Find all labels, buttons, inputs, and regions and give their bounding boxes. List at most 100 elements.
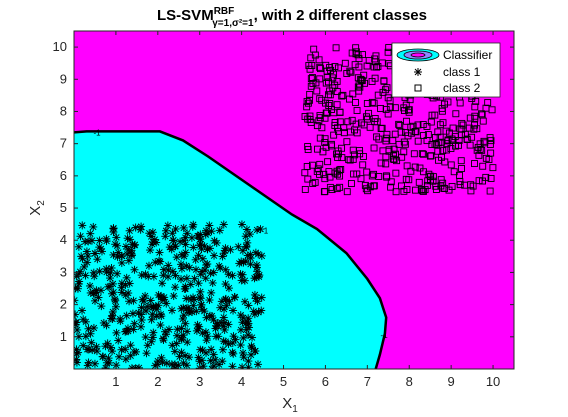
class1-point <box>253 360 262 369</box>
x-tick-label: 2 <box>154 374 161 389</box>
class1-point <box>246 250 255 259</box>
class2-point <box>308 161 316 169</box>
class1-point <box>229 306 238 315</box>
class1-point <box>228 271 237 280</box>
class2-point <box>419 121 427 128</box>
class1-point <box>95 267 104 276</box>
class2-point <box>310 45 318 53</box>
class1-point <box>131 364 140 369</box>
legend-item-classifier: Classifier <box>396 48 492 62</box>
class2-point <box>370 182 378 190</box>
class1-point <box>218 252 227 261</box>
class2-point <box>423 181 431 189</box>
class1-point <box>257 293 266 302</box>
class2-point <box>392 188 400 196</box>
class1-point <box>254 308 263 317</box>
class2-point <box>476 145 484 153</box>
class2-point <box>404 132 412 140</box>
class2-point <box>396 122 404 130</box>
class2-point <box>363 62 371 70</box>
class1-point <box>91 288 100 297</box>
class1-point <box>90 272 99 281</box>
class2-point <box>426 173 434 181</box>
class1-point <box>146 246 155 255</box>
class2-point <box>436 133 444 141</box>
y-tick-label: 3 <box>60 264 67 279</box>
x-tick: 6 <box>322 31 329 389</box>
class2-point <box>370 144 378 152</box>
class1-point <box>182 274 191 283</box>
class1-point <box>239 333 248 342</box>
x-tick: 10 <box>486 31 500 389</box>
class1-point <box>171 224 180 233</box>
class1-point <box>237 276 246 285</box>
boundary-labels: -1 -1 -1 <box>93 128 388 340</box>
class1-point <box>179 223 188 232</box>
class1-point <box>126 351 135 360</box>
class2-point <box>353 129 361 137</box>
class2-point <box>407 167 415 175</box>
class2-point <box>384 94 392 102</box>
y-tick-label: 8 <box>60 103 67 118</box>
class2-point <box>313 87 321 95</box>
class2-point <box>431 111 439 119</box>
class1-point <box>128 309 137 318</box>
class2-point <box>309 180 317 187</box>
class1-point <box>97 247 106 256</box>
title-subscript: γ=1,σ²=1 <box>212 18 254 29</box>
class2-point <box>323 74 331 81</box>
class2-point <box>480 137 488 145</box>
class1-point <box>87 338 96 347</box>
class1-point <box>141 291 150 300</box>
class1-point <box>75 277 84 286</box>
class2-point <box>455 141 462 149</box>
class2-point <box>340 124 348 132</box>
class1-point <box>125 279 134 288</box>
class2-point <box>306 90 314 98</box>
class2-point <box>390 145 398 153</box>
class2-point <box>427 152 435 160</box>
class2-point <box>336 109 344 116</box>
class1-point <box>173 325 182 334</box>
class2-point <box>338 92 346 100</box>
class1-point <box>163 221 172 230</box>
class2-point <box>471 160 478 168</box>
y-tick-label: 6 <box>60 168 67 183</box>
class2-point <box>423 123 431 130</box>
class1-point <box>222 301 231 310</box>
class1-point <box>116 315 125 324</box>
class1-point <box>203 260 212 269</box>
class2-point <box>486 187 494 195</box>
class2-point <box>390 156 398 163</box>
class2-point <box>317 65 324 73</box>
class1-point <box>177 264 186 273</box>
class1-point <box>168 267 177 276</box>
class1-point <box>215 226 224 235</box>
class2-point <box>434 147 442 155</box>
class2-point <box>337 165 345 173</box>
class2-point <box>447 145 455 152</box>
class1-point <box>139 297 148 306</box>
class2-point <box>405 108 413 116</box>
class1-point <box>181 319 190 328</box>
y-tick: 4 <box>60 232 514 247</box>
x-tick: 2 <box>154 31 161 389</box>
class2-point <box>357 119 365 127</box>
class2-point <box>363 100 371 107</box>
y-tick-label: 5 <box>60 200 67 215</box>
class2-point <box>444 136 452 144</box>
class2-point <box>303 97 311 105</box>
class2-point <box>384 110 392 118</box>
class1-point <box>238 270 247 279</box>
class1-point <box>244 323 253 332</box>
x-tick-label: 6 <box>322 374 329 389</box>
class1-point <box>182 261 191 270</box>
x-tick: 7 <box>364 31 371 389</box>
class2-point <box>414 137 422 145</box>
class1-point <box>236 325 245 334</box>
class1-point <box>79 315 88 324</box>
class2-point <box>481 139 489 147</box>
class1-point <box>210 236 219 245</box>
class1-point <box>239 348 248 357</box>
